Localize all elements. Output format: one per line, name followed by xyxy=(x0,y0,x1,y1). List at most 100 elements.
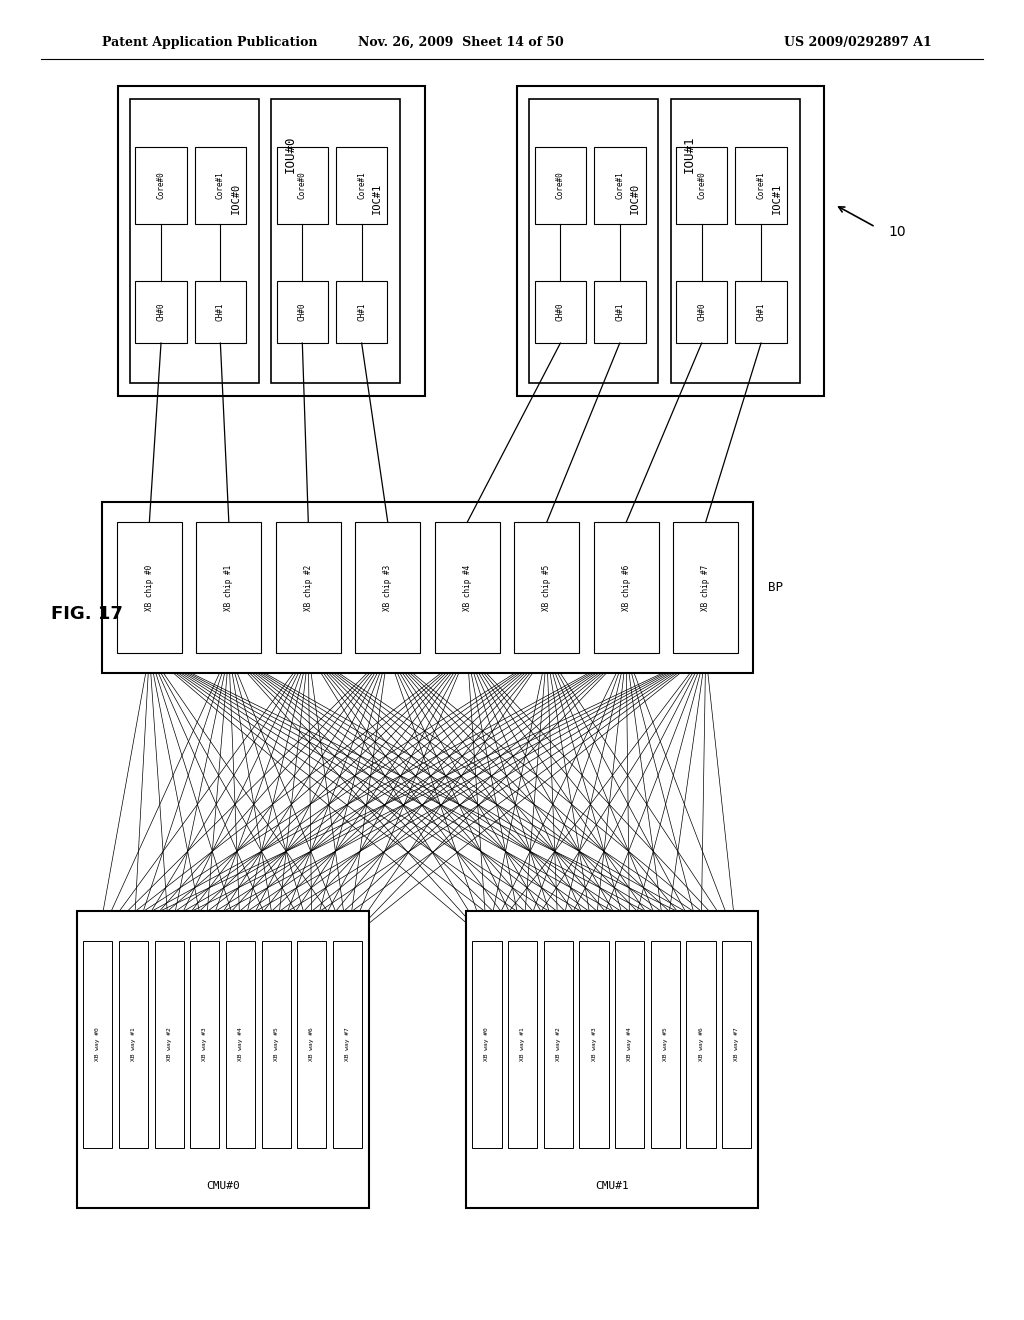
Text: Core#1: Core#1 xyxy=(216,172,225,199)
Text: XB way #1: XB way #1 xyxy=(520,1027,525,1061)
FancyBboxPatch shape xyxy=(673,523,738,652)
FancyBboxPatch shape xyxy=(535,281,586,343)
Text: XB way #6: XB way #6 xyxy=(309,1027,314,1061)
Text: XB chip #4: XB chip #4 xyxy=(463,564,472,611)
FancyBboxPatch shape xyxy=(83,940,113,1148)
Text: BP: BP xyxy=(768,581,783,594)
Text: CH#0: CH#0 xyxy=(556,302,565,321)
Text: XB way #5: XB way #5 xyxy=(273,1027,279,1061)
Text: XB way #0: XB way #0 xyxy=(484,1027,489,1061)
FancyBboxPatch shape xyxy=(580,940,608,1148)
FancyBboxPatch shape xyxy=(676,148,727,224)
FancyBboxPatch shape xyxy=(615,940,644,1148)
Text: IOC#0: IOC#0 xyxy=(230,182,241,214)
FancyBboxPatch shape xyxy=(118,86,425,396)
FancyBboxPatch shape xyxy=(197,523,261,652)
Text: XB way #6: XB way #6 xyxy=(698,1027,703,1061)
FancyBboxPatch shape xyxy=(195,148,246,224)
Text: XB way #4: XB way #4 xyxy=(238,1027,243,1061)
Text: XB way #3: XB way #3 xyxy=(203,1027,208,1061)
FancyBboxPatch shape xyxy=(135,281,186,343)
FancyBboxPatch shape xyxy=(336,281,387,343)
Text: 10: 10 xyxy=(889,226,906,239)
Text: IOC#1: IOC#1 xyxy=(372,182,382,214)
Text: IOC#0: IOC#0 xyxy=(630,182,640,214)
FancyBboxPatch shape xyxy=(275,523,341,652)
Text: XB chip #6: XB chip #6 xyxy=(622,564,631,611)
Text: Core#0: Core#0 xyxy=(697,172,707,199)
FancyBboxPatch shape xyxy=(276,281,328,343)
FancyBboxPatch shape xyxy=(517,86,824,396)
Text: CH#1: CH#1 xyxy=(357,302,367,321)
Text: Core#1: Core#1 xyxy=(615,172,625,199)
Text: CH#0: CH#0 xyxy=(298,302,307,321)
FancyBboxPatch shape xyxy=(333,940,362,1148)
Text: Patent Application Publication: Patent Application Publication xyxy=(102,36,317,49)
Text: XB chip #3: XB chip #3 xyxy=(383,564,392,611)
FancyBboxPatch shape xyxy=(355,523,420,652)
Text: Core#0: Core#0 xyxy=(556,172,565,199)
FancyBboxPatch shape xyxy=(276,148,328,224)
Text: CH#1: CH#1 xyxy=(615,302,625,321)
FancyBboxPatch shape xyxy=(466,911,758,1208)
FancyBboxPatch shape xyxy=(529,99,658,383)
Text: XB way #2: XB way #2 xyxy=(556,1027,561,1061)
Text: CMU#0: CMU#0 xyxy=(206,1180,240,1191)
Text: CH#0: CH#0 xyxy=(157,302,166,321)
FancyBboxPatch shape xyxy=(508,940,538,1148)
Text: IOC#1: IOC#1 xyxy=(771,182,781,214)
FancyBboxPatch shape xyxy=(472,940,502,1148)
FancyBboxPatch shape xyxy=(722,940,752,1148)
Text: XB way #7: XB way #7 xyxy=(345,1027,350,1061)
Text: IOU#1: IOU#1 xyxy=(683,135,695,173)
FancyBboxPatch shape xyxy=(651,940,680,1148)
FancyBboxPatch shape xyxy=(77,911,369,1208)
FancyBboxPatch shape xyxy=(544,940,573,1148)
FancyBboxPatch shape xyxy=(514,523,580,652)
FancyBboxPatch shape xyxy=(226,940,255,1148)
Text: XB way #3: XB way #3 xyxy=(592,1027,597,1061)
FancyBboxPatch shape xyxy=(119,940,148,1148)
Text: CMU#1: CMU#1 xyxy=(595,1180,629,1191)
Text: XB way #0: XB way #0 xyxy=(95,1027,100,1061)
FancyBboxPatch shape xyxy=(102,502,753,673)
FancyBboxPatch shape xyxy=(686,940,716,1148)
FancyBboxPatch shape xyxy=(594,523,658,652)
FancyBboxPatch shape xyxy=(195,281,246,343)
FancyBboxPatch shape xyxy=(117,523,182,652)
Text: CH#0: CH#0 xyxy=(697,302,707,321)
FancyBboxPatch shape xyxy=(594,281,645,343)
FancyBboxPatch shape xyxy=(676,281,727,343)
FancyBboxPatch shape xyxy=(435,523,500,652)
Text: Core#0: Core#0 xyxy=(298,172,307,199)
Text: FIG. 17: FIG. 17 xyxy=(51,605,123,623)
Text: XB chip #5: XB chip #5 xyxy=(543,564,551,611)
Text: XB chip #2: XB chip #2 xyxy=(304,564,312,611)
Text: IOU#0: IOU#0 xyxy=(284,135,296,173)
FancyBboxPatch shape xyxy=(155,940,183,1148)
FancyBboxPatch shape xyxy=(671,99,800,383)
Text: US 2009/0292897 A1: US 2009/0292897 A1 xyxy=(784,36,932,49)
Text: XB chip #7: XB chip #7 xyxy=(701,564,711,611)
Text: XB way #5: XB way #5 xyxy=(663,1027,668,1061)
FancyBboxPatch shape xyxy=(535,148,586,224)
FancyBboxPatch shape xyxy=(261,940,291,1148)
FancyBboxPatch shape xyxy=(336,148,387,224)
FancyBboxPatch shape xyxy=(130,99,259,383)
FancyBboxPatch shape xyxy=(297,940,327,1148)
Text: XB chip #0: XB chip #0 xyxy=(144,564,154,611)
FancyBboxPatch shape xyxy=(135,148,186,224)
Text: XB way #1: XB way #1 xyxy=(131,1027,136,1061)
Text: CH#1: CH#1 xyxy=(757,302,766,321)
Text: XB way #4: XB way #4 xyxy=(627,1027,632,1061)
FancyBboxPatch shape xyxy=(594,148,645,224)
Text: CH#1: CH#1 xyxy=(216,302,225,321)
FancyBboxPatch shape xyxy=(735,148,786,224)
Text: Core#0: Core#0 xyxy=(157,172,166,199)
FancyBboxPatch shape xyxy=(190,940,219,1148)
Text: XB chip #1: XB chip #1 xyxy=(224,564,233,611)
FancyBboxPatch shape xyxy=(735,281,786,343)
Text: Core#1: Core#1 xyxy=(757,172,766,199)
Text: Core#1: Core#1 xyxy=(357,172,367,199)
FancyBboxPatch shape xyxy=(271,99,400,383)
